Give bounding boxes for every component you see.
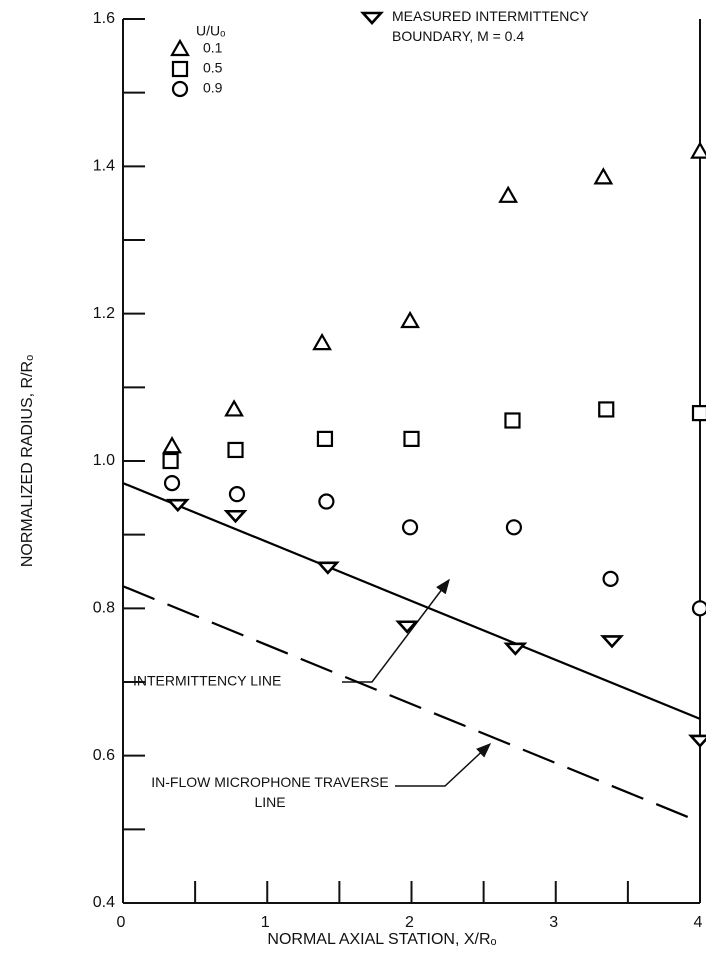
annotation-box: IN-FLOW MICROPHONE TRAVERSE LINE [151, 774, 389, 810]
annotation: IN-FLOW MICROPHONE TRAVERSE LINE [151, 774, 389, 810]
down-triangle-marker [315, 561, 340, 575]
y-tick-label: 1.2 [93, 305, 115, 322]
legend-label: 0.5 [203, 60, 223, 76]
x-tick-label: 0 [117, 914, 126, 931]
solid-line [122, 482, 701, 720]
legend-label: 0.1 [203, 40, 223, 56]
y-tick-label: 0.4 [93, 894, 115, 911]
legend-label: 0.9 [203, 80, 223, 96]
square-marker [316, 430, 334, 447]
triangle-marker [170, 38, 190, 57]
x-axis-label: NORMAL AXIAL STATION, X/Rₒ [267, 931, 496, 948]
square-marker [691, 405, 706, 422]
circle-marker [401, 519, 419, 536]
triangle-marker [593, 167, 614, 185]
x-tick-label: 1 [261, 914, 270, 931]
down-triangle-marker [223, 509, 248, 524]
square-marker [598, 401, 615, 418]
annotation: INTERMITTENCY LINE [133, 673, 281, 689]
down-triangle-marker [688, 734, 706, 748]
legend-label: MEASURED INTERMITTENCY BOUNDARY, M = 0.4 [392, 8, 589, 44]
x-tick-label: 4 [694, 914, 703, 931]
y-tick-label: 1.0 [93, 452, 115, 469]
square-marker [227, 441, 244, 459]
y-axis-label: NORMALIZED RADIUS, R/Rₒ [19, 355, 36, 567]
down-triangle-marker [165, 498, 190, 513]
circle-marker [228, 486, 246, 503]
circle-marker [602, 570, 619, 587]
leader-line [395, 742, 492, 787]
down-triangle-marker [360, 11, 384, 25]
x-tick-label: 3 [549, 914, 558, 931]
down-triangle-marker [600, 635, 624, 649]
y-tick-label: 1.6 [93, 10, 115, 27]
y-tick-label: 0.8 [93, 600, 115, 617]
circle-marker [171, 80, 189, 98]
leader-line [342, 578, 450, 683]
dashed-line [122, 585, 701, 823]
legend-label-box: MEASURED INTERMITTENCY BOUNDARY, M = 0.4 [392, 8, 589, 44]
y-tick-label: 0.6 [93, 747, 115, 764]
square-marker [171, 60, 189, 78]
triangle-marker [162, 436, 182, 454]
square-marker [403, 430, 420, 447]
square-marker [162, 452, 179, 470]
circle-marker [318, 493, 335, 510]
circle-marker [163, 475, 181, 492]
y-tick-label: 1.4 [93, 158, 115, 175]
triangle-marker [224, 399, 244, 417]
down-triangle-marker [503, 642, 528, 656]
square-marker [504, 412, 521, 429]
triangle-marker [690, 141, 706, 159]
triangle-marker [312, 332, 332, 351]
triangle-marker [400, 310, 420, 329]
circle-marker [505, 519, 523, 536]
triangle-marker [498, 185, 519, 203]
x-tick-label: 2 [405, 914, 414, 931]
legend-title: U/Uₒ [196, 23, 225, 39]
circle-marker [691, 600, 706, 617]
down-triangle-marker [395, 620, 420, 634]
